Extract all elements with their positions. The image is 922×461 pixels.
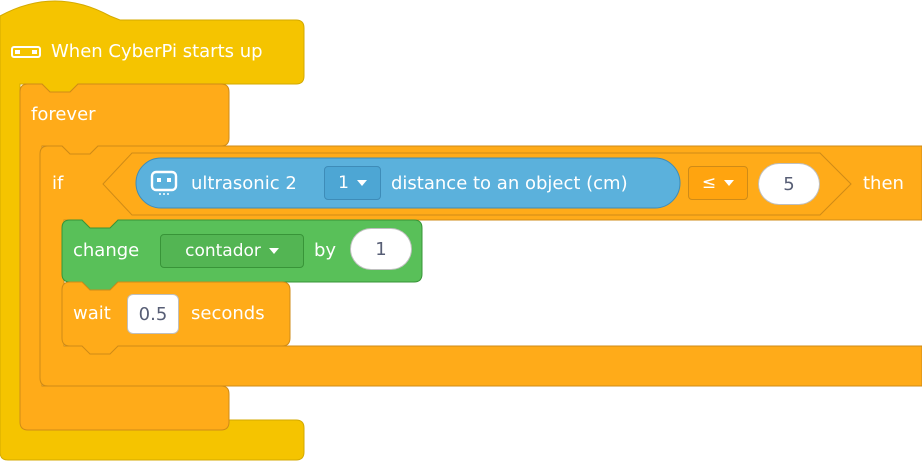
compare-value-input[interactable]: 5: [758, 163, 820, 205]
chevron-down-icon: [724, 180, 735, 186]
forever-label: forever: [31, 104, 96, 125]
operator-dropdown[interactable]: ≤: [688, 166, 748, 200]
if-label: if: [52, 173, 64, 194]
change-amount-input[interactable]: 1: [350, 228, 412, 270]
chevron-down-icon: [356, 180, 367, 186]
hat-block-label: When CyberPi starts up: [51, 41, 263, 62]
ultrasonic-reporter-shape[interactable]: [135, 157, 681, 209]
ultrasonic-sensor-icon: [150, 170, 178, 200]
seconds-label: seconds: [191, 303, 265, 324]
wait-value: 0.5: [138, 303, 168, 325]
then-label: then: [863, 173, 904, 194]
ultrasonic-reporter: [135, 157, 681, 209]
cyberpi-board-icon: [11, 44, 41, 63]
change-label: change: [73, 240, 140, 261]
sensor-label: ultrasonic 2: [191, 173, 297, 194]
wait-label: wait: [73, 303, 111, 324]
chevron-down-icon: [268, 248, 279, 254]
by-label: by: [314, 240, 337, 261]
operator-value: ≤: [701, 173, 717, 193]
port-dropdown[interactable]: 1: [324, 166, 381, 200]
variable-name: contador: [185, 241, 261, 261]
port-value: 1: [338, 173, 349, 193]
forever-c-block: [19, 83, 230, 431]
change-amount: 1: [375, 238, 387, 260]
variable-dropdown[interactable]: contador: [160, 234, 304, 268]
measure-label: distance to an object (cm): [391, 173, 628, 194]
compare-value: 5: [783, 173, 795, 195]
forever-block-shape[interactable]: [19, 83, 230, 431]
wait-value-input[interactable]: 0.5: [127, 294, 179, 334]
